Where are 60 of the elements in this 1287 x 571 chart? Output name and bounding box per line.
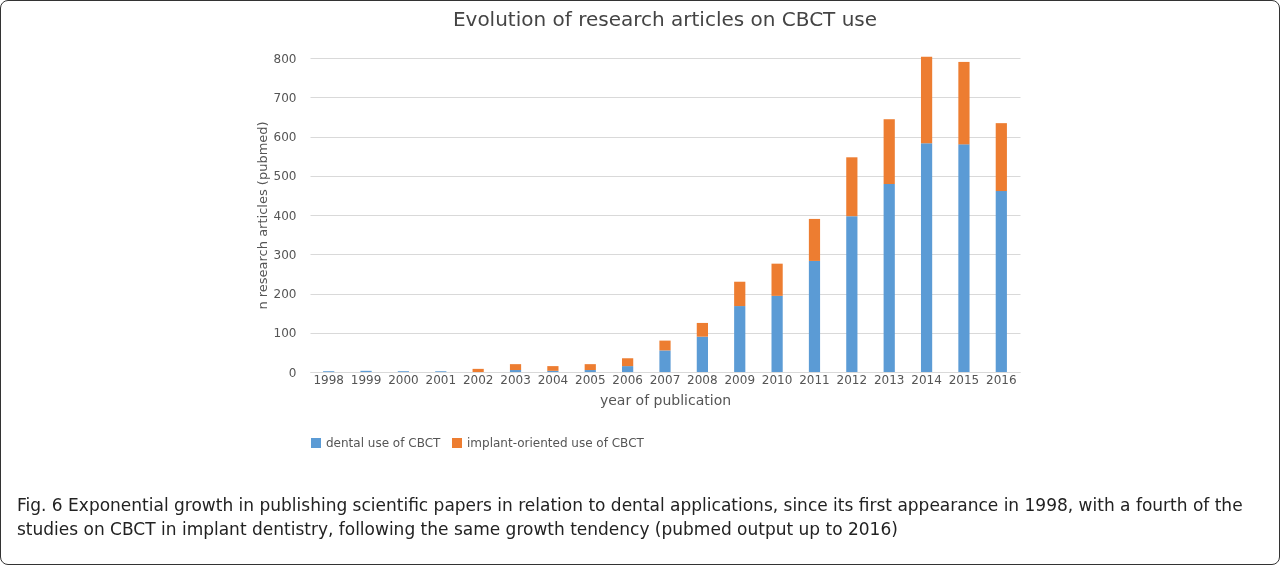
x-tick-label: 2009 <box>724 372 756 387</box>
y-tick-label: 800 <box>273 51 297 66</box>
x-tick-label: 1998 <box>313 372 344 387</box>
bar <box>846 157 858 217</box>
x-tick-label: 2001 <box>425 372 457 387</box>
legend-label: implant-oriented use of CBCT <box>467 436 645 450</box>
x-tick-label: 2011 <box>799 372 830 387</box>
y-tick-label: 500 <box>273 169 297 184</box>
bar <box>472 368 484 372</box>
bar <box>958 61 970 145</box>
y-tick-label: 400 <box>273 208 297 223</box>
chart-title: Evolution of research articles on CBCT use <box>452 7 878 31</box>
bar <box>846 216 858 372</box>
bar <box>771 263 783 296</box>
x-tick-label: 2007 <box>649 372 681 387</box>
x-tick-label: 2016 <box>986 372 1017 387</box>
y-tick-label: 0 <box>288 365 297 380</box>
bar <box>734 281 746 307</box>
bar <box>584 364 596 371</box>
bar <box>509 364 522 371</box>
bar <box>622 366 634 372</box>
bar <box>883 183 895 372</box>
x-tick-label: 2013 <box>873 372 905 387</box>
y-axis-title: n research articles (pubmed) <box>254 121 270 310</box>
x-tick-label: 2002 <box>462 372 494 387</box>
bar <box>771 295 783 372</box>
bar <box>734 306 746 372</box>
bar <box>696 336 708 372</box>
bar <box>696 322 708 337</box>
bar <box>920 143 933 372</box>
x-tick-label: 2012 <box>836 372 868 387</box>
caption: Fig. 6 Exponential growth in publishing scientific papers in relation to dental applications, since its first appearance in 1998, with a fourth of the studies on CBCT in implant dentistry, following the same growth tendency (pubmed output up to 2016) <box>17 494 1244 541</box>
bar <box>547 366 559 371</box>
bar <box>659 350 671 372</box>
bar <box>659 340 671 351</box>
x-tick-label: 2010 <box>761 372 793 387</box>
y-tick-label: 300 <box>273 247 297 262</box>
bar <box>995 191 1007 372</box>
x-tick-label: 2000 <box>388 372 419 387</box>
y-tick-label: 200 <box>273 287 297 301</box>
x-tick-label: 1999 <box>350 372 382 387</box>
y-tick-label: 100 <box>273 326 297 341</box>
x-tick-label: 2008 <box>687 372 718 387</box>
bar <box>883 119 895 184</box>
x-tick-label: 2004 <box>537 372 569 387</box>
bar <box>995 123 1007 192</box>
x-tick-label: 2014 <box>911 372 942 387</box>
x-tick-label: 2005 <box>574 372 606 387</box>
y-tick-label: 700 <box>273 90 297 105</box>
y-tick-label: 600 <box>273 130 297 144</box>
x-tick-label: 2015 <box>948 372 980 387</box>
legend-label: dental use of CBCT <box>326 436 442 450</box>
bar <box>808 260 821 372</box>
bar <box>920 56 933 144</box>
bar <box>808 218 821 261</box>
x-axis-title: year of publication <box>599 391 732 408</box>
x-tick-label: 2006 <box>612 372 643 387</box>
bar <box>622 358 634 367</box>
bar <box>958 144 970 372</box>
x-tick-label: 2003 <box>500 372 531 387</box>
